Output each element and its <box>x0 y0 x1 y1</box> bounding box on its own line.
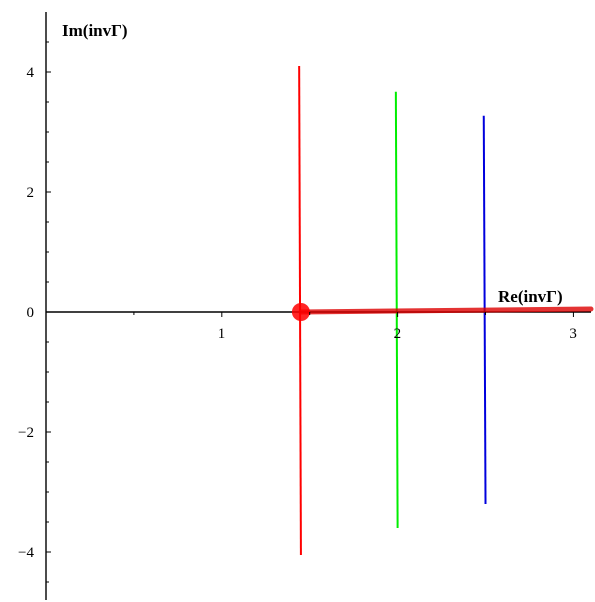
x-tick-label: 3 <box>569 326 577 342</box>
y-tick-label: 4 <box>27 65 35 81</box>
x-tick-label: 1 <box>218 326 226 342</box>
y-tick-label: −2 <box>18 425 34 441</box>
highlight-segment <box>298 306 594 315</box>
point-marker <box>291 303 310 321</box>
x-tick-label: 2 <box>394 326 402 342</box>
highlight-layer <box>291 303 594 321</box>
y-axis-title: Im(invΓ) <box>62 21 128 40</box>
axes-layer <box>45 12 591 600</box>
tick-layer: 1 2 3 −4 −2 0 2 4 <box>18 41 577 583</box>
y-tick-label: 0 <box>27 305 35 321</box>
y-tick-label: −4 <box>18 545 34 561</box>
x-axis-title: Re(invΓ) <box>498 287 563 306</box>
y-tick-label: 2 <box>27 185 35 201</box>
